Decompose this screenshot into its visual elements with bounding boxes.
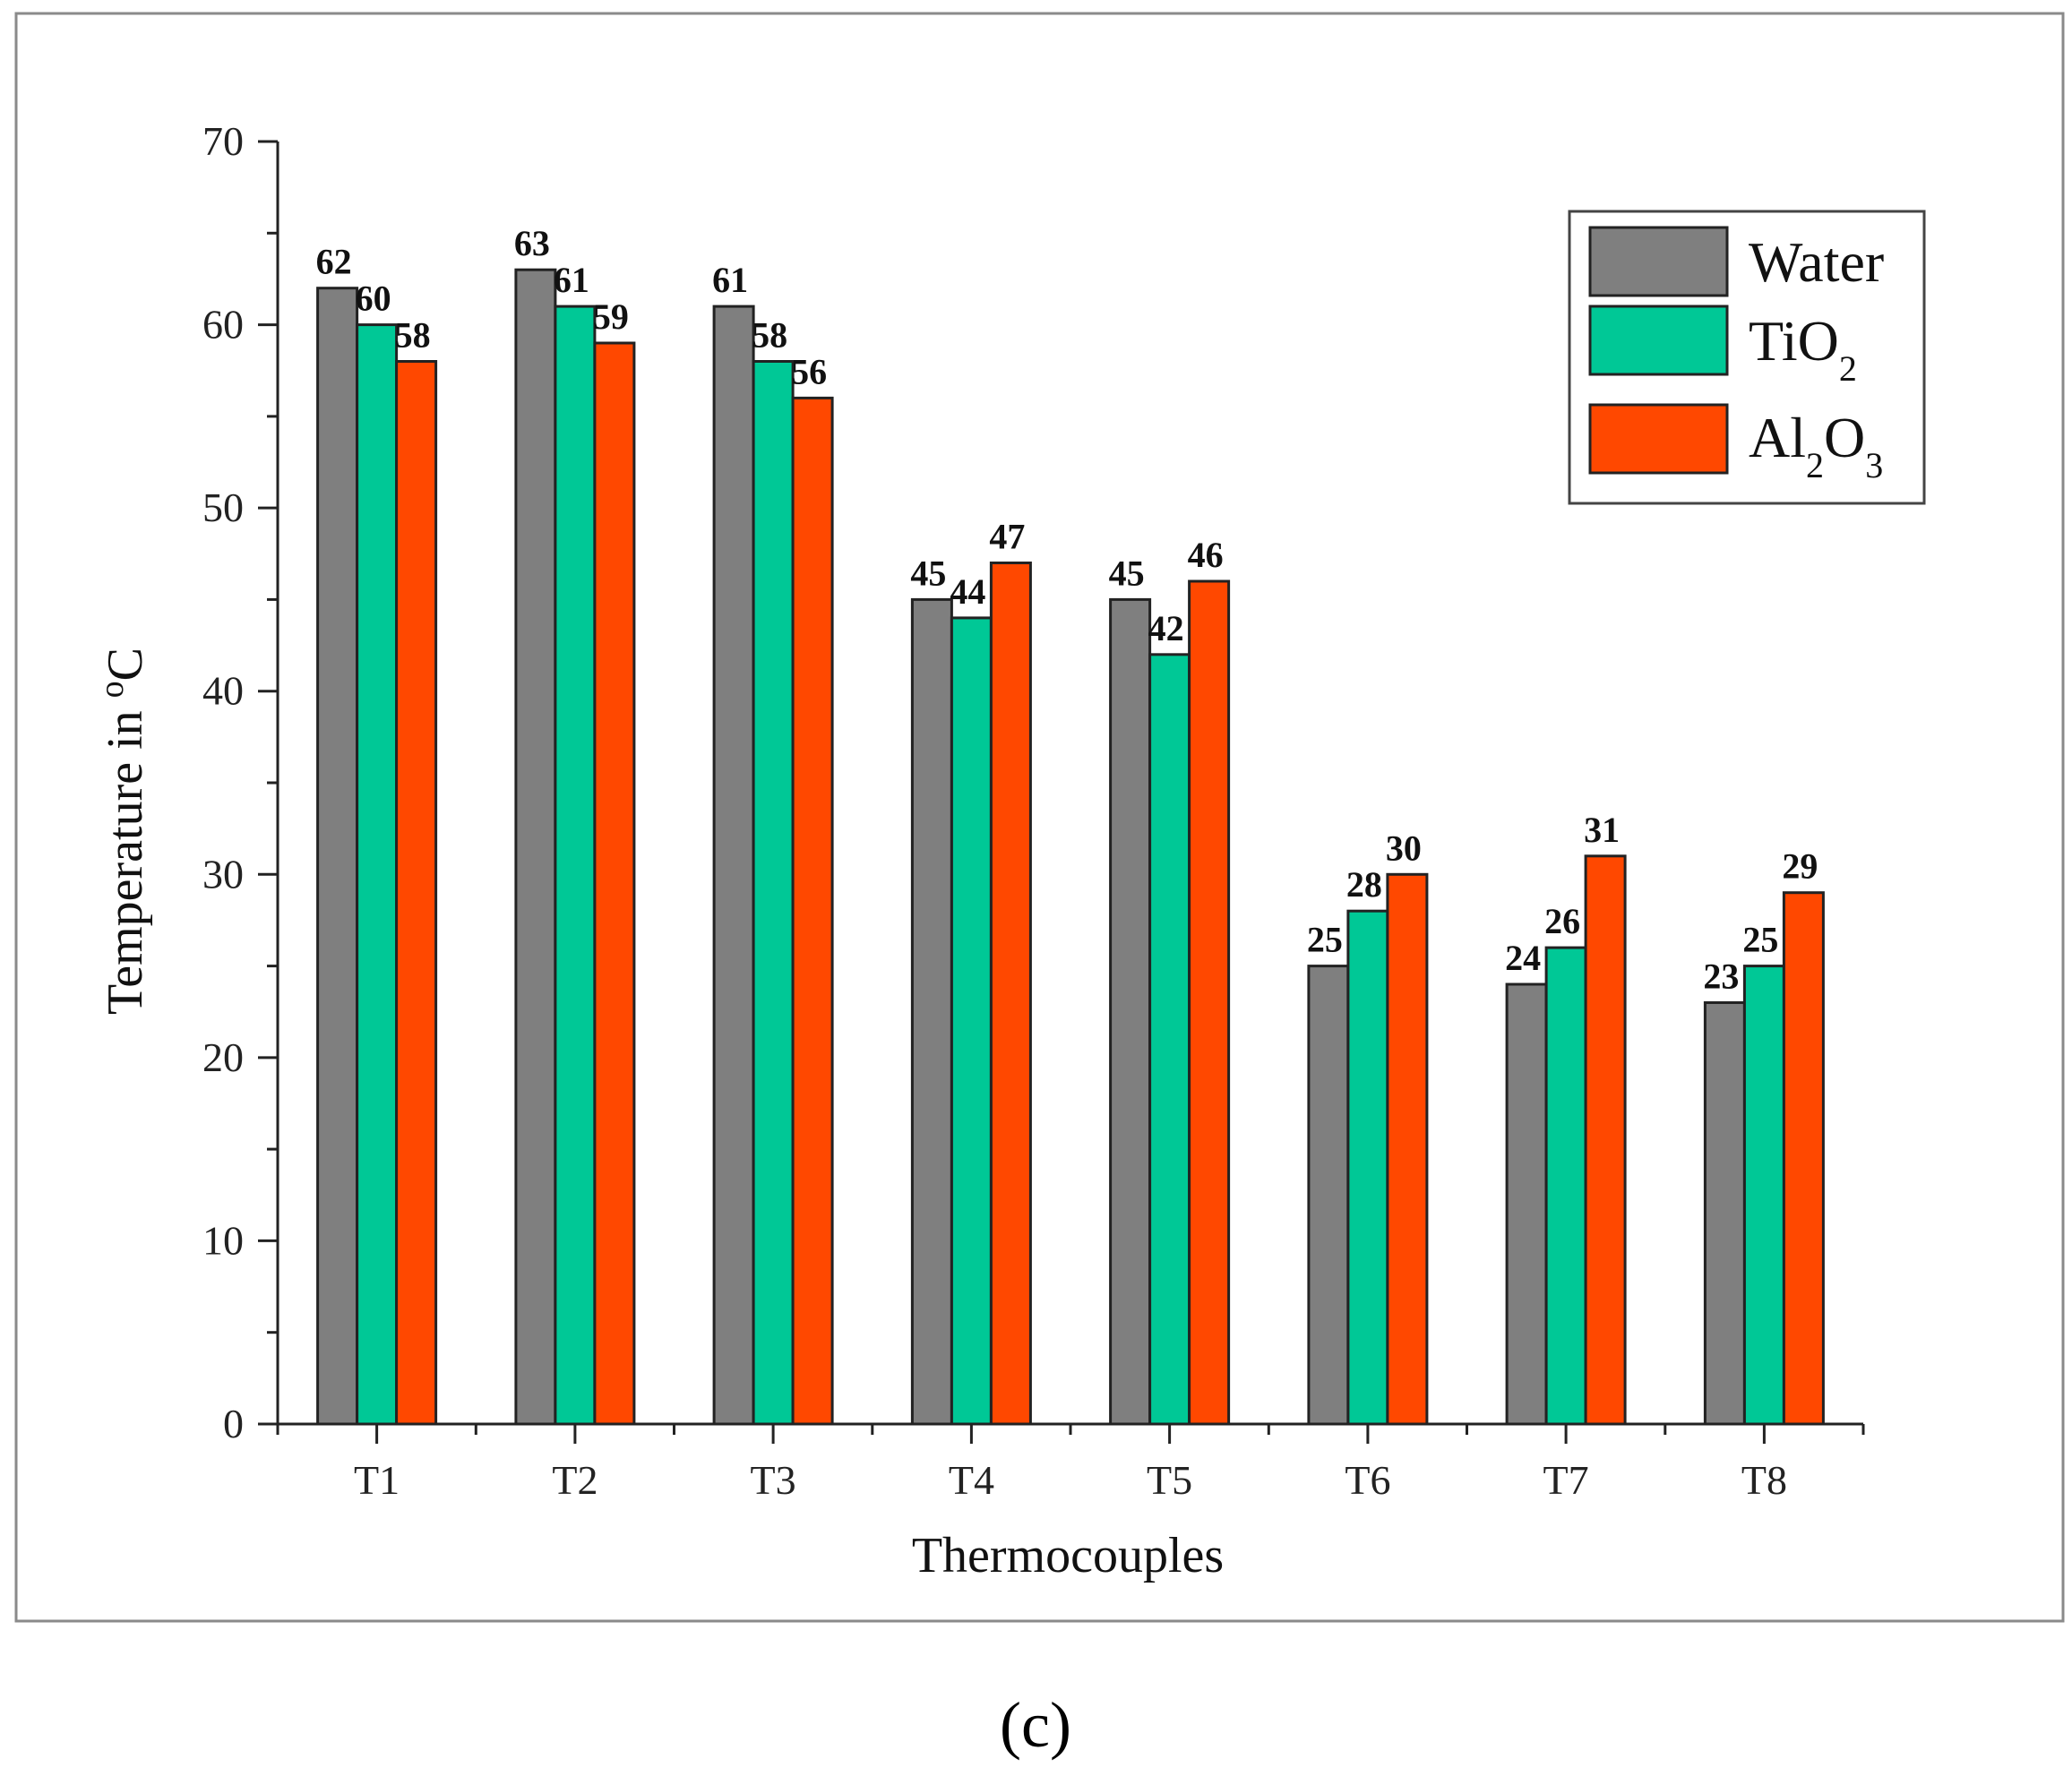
- bar-t6-al2o3: [1386, 872, 1429, 1426]
- bar-t3-water: [712, 305, 755, 1426]
- bars-layer: [316, 268, 1825, 1426]
- bar-t1-water: [316, 287, 359, 1426]
- data-label: 47: [989, 517, 1025, 557]
- x-tick-label: T4: [949, 1457, 994, 1503]
- bar-t2-al2o3: [593, 341, 636, 1426]
- bar-t4-tio2: [950, 616, 993, 1426]
- x-tick-label: T8: [1741, 1457, 1787, 1503]
- legend: Water TiO2 Al2O3: [1568, 210, 1926, 505]
- data-label: 60: [356, 279, 391, 319]
- y-tick-label: 50: [202, 485, 244, 530]
- data-label: 45: [1109, 553, 1145, 593]
- axes-layer: [258, 140, 1865, 1444]
- bar-t7-tio2: [1544, 946, 1587, 1426]
- data-label: 58: [752, 315, 787, 356]
- bar-t2-tio2: [554, 305, 597, 1426]
- data-label: 30: [1386, 828, 1422, 868]
- y-tick-label: 70: [202, 118, 244, 164]
- bar-t1-tio2: [356, 323, 399, 1426]
- legend-swatch-al2o3: [1588, 403, 1729, 475]
- bar-t1-al2o3: [395, 360, 438, 1426]
- y-tick-label: 60: [202, 302, 244, 347]
- bar-t2-water: [514, 268, 557, 1426]
- data-label: 45: [910, 553, 946, 593]
- data-label: 61: [712, 260, 748, 300]
- data-label: 25: [1742, 920, 1778, 960]
- bar-t8-tio2: [1742, 965, 1785, 1426]
- data-label: 44: [950, 571, 985, 612]
- y-tick-label: 30: [202, 851, 244, 897]
- data-label: 62: [316, 242, 352, 282]
- legend-label-water: Water: [1749, 230, 1884, 294]
- data-label: 46: [1188, 535, 1224, 575]
- panel-caption: (c): [1000, 1689, 1071, 1761]
- data-label: 61: [554, 260, 589, 300]
- x-tick-label: T5: [1147, 1457, 1192, 1503]
- bar-t8-water: [1703, 1001, 1746, 1426]
- x-axis-title: Thermocouples: [912, 1528, 1224, 1583]
- bar-t5-al2o3: [1188, 579, 1231, 1426]
- bar-t4-water: [910, 597, 953, 1426]
- data-label: 59: [593, 296, 629, 337]
- bar-t5-water: [1109, 597, 1152, 1426]
- y-tick-label: 0: [223, 1401, 244, 1446]
- data-label: 63: [514, 223, 550, 263]
- data-label: 31: [1584, 810, 1620, 850]
- bar-t8-al2o3: [1782, 891, 1825, 1426]
- x-tick-label: T1: [354, 1457, 400, 1503]
- data-label: 29: [1782, 846, 1818, 887]
- y-tick-label: 20: [202, 1034, 244, 1080]
- x-tick-label: T3: [751, 1457, 796, 1503]
- bar-t7-water: [1505, 982, 1548, 1426]
- bar-t6-tio2: [1346, 909, 1389, 1426]
- data-label: 42: [1148, 608, 1184, 648]
- x-tick-label: T6: [1345, 1457, 1390, 1503]
- data-label: 58: [395, 315, 431, 356]
- data-label: 26: [1544, 901, 1580, 941]
- bar-t3-al2o3: [791, 396, 834, 1426]
- legend-swatch-water: [1588, 226, 1729, 297]
- x-tick-label: T7: [1543, 1457, 1589, 1503]
- data-label: 28: [1346, 864, 1382, 905]
- legend-swatch-tio2: [1588, 305, 1729, 376]
- data-label: 24: [1505, 938, 1541, 978]
- data-label: 25: [1307, 920, 1343, 960]
- bar-t7-al2o3: [1584, 854, 1627, 1426]
- y-tick-label: 10: [202, 1217, 244, 1263]
- data-label: 56: [791, 351, 827, 391]
- x-tick-label: T2: [552, 1457, 598, 1503]
- y-tick-label: 40: [202, 668, 244, 714]
- bar-t4-al2o3: [989, 562, 1032, 1426]
- bar-t6-water: [1307, 965, 1350, 1426]
- bar-t5-tio2: [1148, 653, 1191, 1426]
- data-label: 23: [1703, 957, 1739, 997]
- bar-t3-tio2: [752, 360, 795, 1426]
- y-axis-title: Temperature in oC: [93, 648, 153, 1015]
